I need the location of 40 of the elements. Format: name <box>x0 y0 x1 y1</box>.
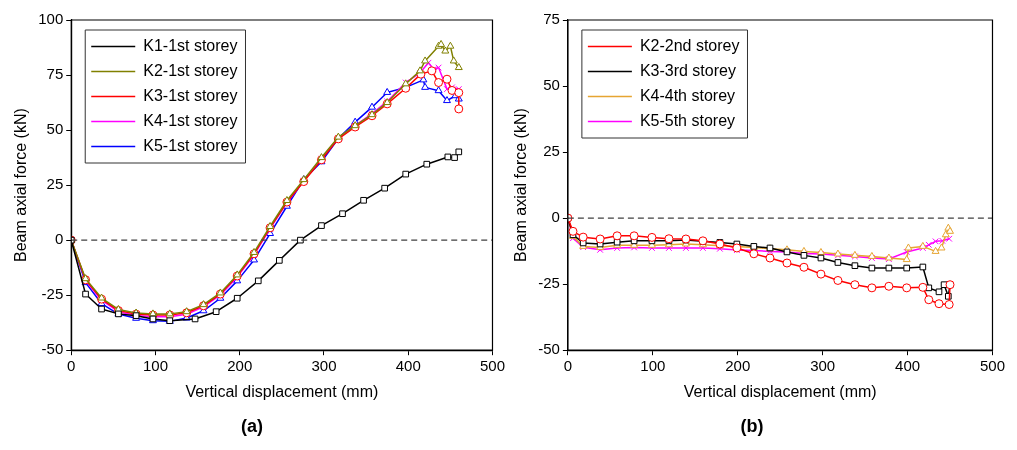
legend-label: K3-3rd storey <box>639 61 736 79</box>
y-tick-label: 100 <box>38 10 64 28</box>
y-tick-label: 50 <box>543 76 560 94</box>
text: (a) <box>241 416 263 437</box>
y-axis-title: Beam axial force (kN) <box>12 108 30 263</box>
x-tick-label: 300 <box>311 357 337 375</box>
legend-label: K1-1st storey <box>143 36 238 54</box>
y-tick-label: -50 <box>41 340 64 358</box>
x-tick-label: 200 <box>227 357 253 375</box>
y-tick-label: 50 <box>46 120 64 138</box>
y-tick-label: 75 <box>543 10 560 28</box>
y-tick-label: 25 <box>46 175 64 193</box>
legend-label: K4-1st storey <box>143 111 238 129</box>
legend-label: K2-2nd storey <box>639 36 740 54</box>
x-axis-title: Vertical displacement (mm) <box>185 383 379 401</box>
y-tick-label: 0 <box>551 208 560 226</box>
y-tick-label: -25 <box>41 285 64 303</box>
x-tick-label: 200 <box>725 357 751 375</box>
x-tick-label: 400 <box>895 357 921 375</box>
y-tick-label: 25 <box>543 142 560 160</box>
y-tick-label: -50 <box>538 340 560 358</box>
x-tick-label: 500 <box>479 357 505 375</box>
x-tick-label: 400 <box>395 357 421 375</box>
x-tick-label: 100 <box>142 357 168 375</box>
y-tick-label: 75 <box>46 65 64 83</box>
y-axis-title: Beam axial force (kN) <box>512 108 530 263</box>
text: (b) <box>740 416 764 437</box>
x-tick-label: 0 <box>563 357 573 375</box>
y-tick-label: 0 <box>54 230 64 248</box>
legend-label: K2-1st storey <box>143 61 238 79</box>
x-tick-label: 0 <box>67 357 76 375</box>
legend-label: K5-5th storey <box>639 111 736 129</box>
x-tick-label: 300 <box>810 357 836 375</box>
legend-label: K5-1st storey <box>143 136 238 154</box>
x-tick-label: 100 <box>640 357 666 375</box>
legend-label: K4-4th storey <box>639 86 736 104</box>
x-axis-title: Vertical displacement (mm) <box>683 383 877 401</box>
legend-label: K3-1st storey <box>143 86 238 104</box>
x-tick-label: 500 <box>979 357 1005 375</box>
y-tick-label: -25 <box>538 274 560 292</box>
